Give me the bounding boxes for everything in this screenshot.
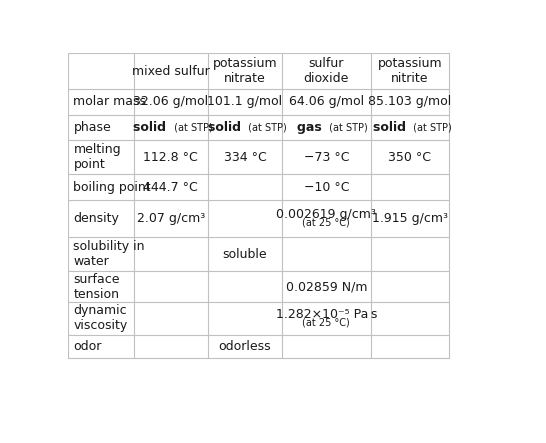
Text: 444.7 °C: 444.7 °C <box>144 181 198 194</box>
Text: sulfur
dioxide: sulfur dioxide <box>304 57 349 85</box>
Text: 350 °C: 350 °C <box>388 151 431 164</box>
Text: 1.282×10⁻⁵ Pa s: 1.282×10⁻⁵ Pa s <box>276 308 377 321</box>
Text: 85.103 g/mol: 85.103 g/mol <box>369 95 452 108</box>
Text: (at STP): (at STP) <box>245 122 287 132</box>
Text: (at 25 °C): (at 25 °C) <box>302 317 350 327</box>
Text: surface
tension: surface tension <box>74 273 120 301</box>
Text: (at STP): (at STP) <box>171 122 212 132</box>
Text: −73 °C: −73 °C <box>304 151 349 164</box>
Text: 112.8 °C: 112.8 °C <box>144 151 198 164</box>
Text: solid: solid <box>207 121 245 134</box>
Text: 0.02859 N/m: 0.02859 N/m <box>286 280 367 293</box>
Text: 64.06 g/mol: 64.06 g/mol <box>289 95 364 108</box>
Text: solid: solid <box>133 121 171 134</box>
Text: 101.1 g/mol: 101.1 g/mol <box>207 95 282 108</box>
Text: (at STP): (at STP) <box>327 122 368 132</box>
Text: 334 °C: 334 °C <box>223 151 266 164</box>
Text: mixed sulfur: mixed sulfur <box>132 65 210 78</box>
Text: solubility in
water: solubility in water <box>74 241 145 268</box>
Text: potassium
nitrite: potassium nitrite <box>378 57 442 85</box>
Text: −10 °C: −10 °C <box>304 181 349 194</box>
Text: (at STP): (at STP) <box>410 122 452 132</box>
Text: odorless: odorless <box>218 340 271 353</box>
Text: odor: odor <box>74 340 102 353</box>
Text: molar mass: molar mass <box>74 95 146 108</box>
Text: density: density <box>74 212 120 225</box>
Text: solid: solid <box>372 121 410 134</box>
Text: potassium
nitrate: potassium nitrate <box>212 57 277 85</box>
Text: melting
point: melting point <box>74 143 121 171</box>
Text: phase: phase <box>74 121 111 134</box>
Text: (at 25 °C): (at 25 °C) <box>302 218 350 227</box>
Text: 32.06 g/mol: 32.06 g/mol <box>133 95 209 108</box>
Text: 0.002619 g/cm³: 0.002619 g/cm³ <box>276 208 376 222</box>
Text: boiling point: boiling point <box>74 181 151 194</box>
Text: dynamic
viscosity: dynamic viscosity <box>74 304 128 332</box>
Text: gas: gas <box>297 121 327 134</box>
Text: soluble: soluble <box>223 248 267 261</box>
Text: 1.915 g/cm³: 1.915 g/cm³ <box>372 212 448 225</box>
Text: 2.07 g/cm³: 2.07 g/cm³ <box>136 212 205 225</box>
